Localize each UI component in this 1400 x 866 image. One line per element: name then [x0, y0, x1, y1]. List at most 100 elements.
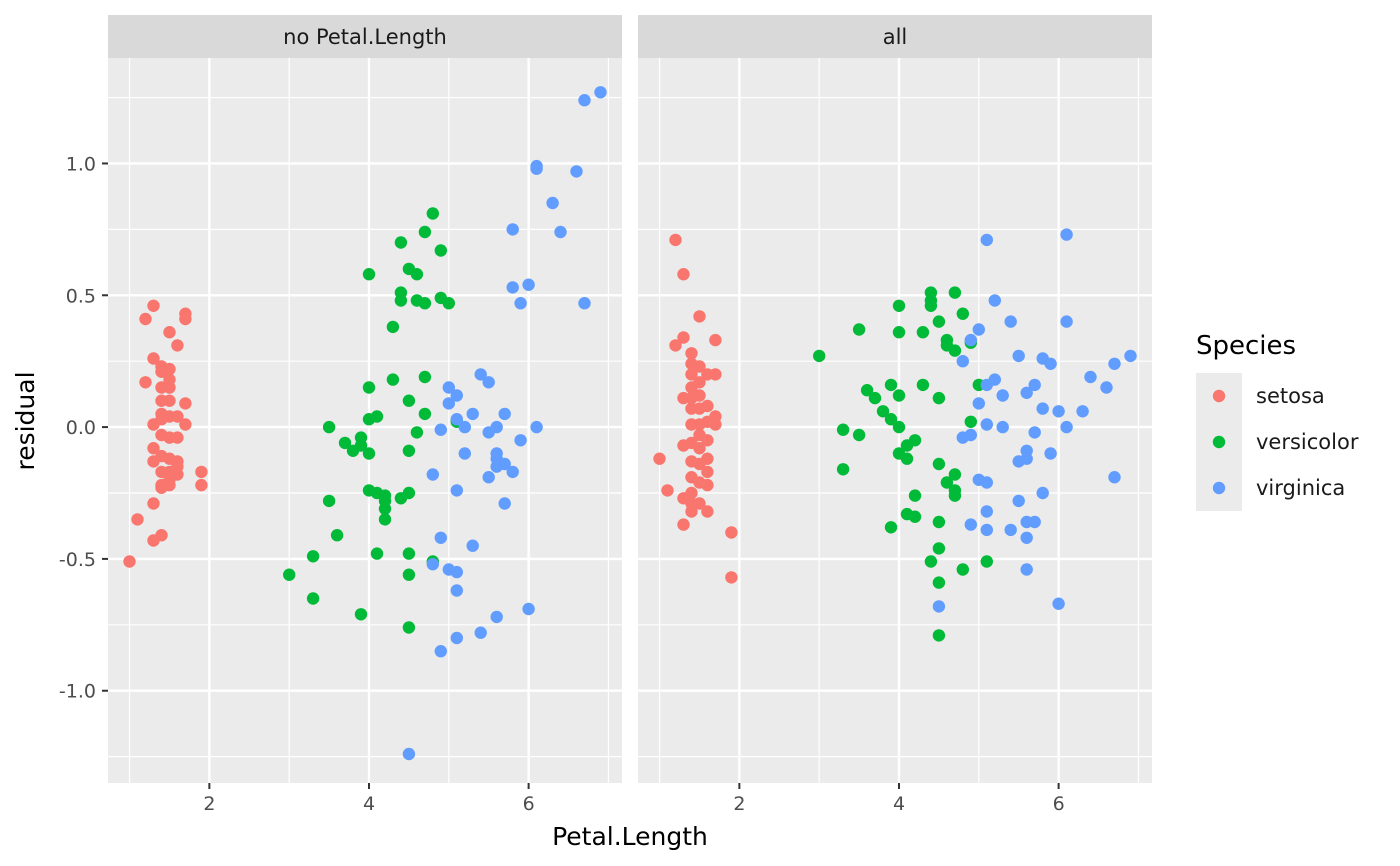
data-point-versicolor: [932, 315, 946, 328]
data-point-versicolor: [892, 420, 906, 434]
data-point-virginica: [434, 423, 447, 436]
data-point-setosa: [147, 352, 160, 365]
data-point-versicolor: [386, 320, 400, 334]
data-point-setosa: [685, 486, 698, 500]
data-point-versicolor: [378, 502, 392, 515]
data-point-setosa: [171, 468, 184, 481]
point-layer: [653, 228, 1137, 642]
data-point-setosa: [701, 465, 714, 479]
data-point-versicolor: [402, 568, 416, 581]
data-point-versicolor: [410, 268, 424, 281]
y-tick-label: -1.0: [59, 681, 96, 703]
data-point-virginica: [988, 373, 1001, 386]
data-point-virginica: [546, 196, 559, 210]
data-point-virginica: [490, 610, 503, 624]
data-point-virginica: [1020, 452, 1033, 465]
data-point-virginica: [474, 368, 487, 381]
data-point-virginica: [1052, 597, 1065, 610]
data-point-setosa: [693, 389, 706, 402]
data-point-setosa: [171, 431, 184, 444]
data-point-setosa: [139, 312, 152, 326]
data-point-virginica: [482, 471, 495, 484]
data-point-versicolor: [948, 344, 962, 357]
data-point-versicolor: [836, 463, 850, 476]
data-point-versicolor: [402, 444, 416, 457]
data-point-versicolor: [868, 391, 882, 405]
data-point-versicolor: [362, 268, 376, 281]
data-point-versicolor: [418, 297, 432, 310]
data-point-setosa: [693, 376, 706, 389]
data-point-virginica: [578, 297, 591, 310]
data-point-setosa: [709, 418, 722, 431]
data-point-versicolor: [932, 542, 946, 555]
data-point-virginica: [450, 631, 463, 645]
data-point-setosa: [147, 442, 160, 455]
data-point-virginica: [450, 389, 463, 402]
data-point-virginica: [1124, 349, 1137, 363]
x-axis-title: Petal.Length: [552, 822, 708, 851]
data-point-setosa: [155, 529, 168, 542]
data-point-virginica: [402, 747, 416, 761]
data-point-setosa: [685, 347, 698, 360]
data-point-virginica: [1020, 531, 1033, 544]
data-point-virginica: [1044, 447, 1057, 460]
data-point-versicolor: [442, 297, 455, 310]
data-point-versicolor: [418, 225, 432, 239]
data-point-versicolor: [964, 415, 977, 428]
data-point-virginica: [1084, 370, 1097, 384]
data-point-versicolor: [900, 452, 914, 465]
data-point-setosa: [171, 339, 184, 352]
data-point-virginica: [434, 531, 447, 544]
data-point-setosa: [123, 555, 136, 568]
legend-title: Species: [1196, 331, 1296, 361]
data-point-virginica: [506, 281, 519, 294]
data-point-versicolor: [410, 426, 424, 439]
data-point-versicolor: [924, 299, 938, 312]
legend-label-versicolor: versicolor: [1256, 430, 1359, 454]
x-tick-label: 2: [203, 793, 215, 815]
data-point-versicolor: [956, 563, 969, 576]
data-point-virginica: [1044, 357, 1057, 370]
data-point-versicolor: [306, 550, 320, 563]
data-point-versicolor: [876, 405, 890, 418]
data-point-setosa: [163, 362, 176, 376]
data-point-virginica: [980, 476, 993, 489]
data-point-virginica: [498, 457, 511, 471]
x-tick-label: 4: [363, 793, 375, 815]
data-point-virginica: [1028, 426, 1041, 439]
data-point-setosa: [669, 233, 682, 247]
legend-entries: setosa versicolor virginica: [1212, 384, 1359, 500]
data-point-virginica: [450, 484, 463, 497]
data-point-versicolor: [402, 394, 416, 407]
data-point-versicolor: [322, 420, 336, 434]
data-point-setosa: [163, 394, 176, 407]
data-point-setosa: [179, 312, 192, 326]
data-point-virginica: [514, 434, 527, 447]
data-point-versicolor: [370, 410, 384, 423]
data-point-versicolor: [860, 384, 874, 397]
data-point-setosa: [163, 381, 176, 394]
data-point-versicolor: [908, 489, 922, 502]
data-point-virginica: [980, 505, 993, 518]
y-tick-label: 1.0: [66, 153, 96, 175]
legend-key-virginica: [1212, 481, 1226, 495]
data-point-versicolor: [394, 236, 408, 249]
facet-strip-background: [108, 15, 622, 58]
y-axis: 1.0 0.5 0.0 -0.5 -1.0: [59, 153, 108, 703]
data-point-versicolor: [948, 468, 962, 481]
data-point-versicolor: [932, 391, 946, 405]
data-point-virginica: [490, 420, 503, 434]
data-point-versicolor: [402, 486, 416, 500]
data-point-versicolor: [932, 457, 946, 471]
data-point-versicolor: [330, 529, 344, 542]
data-point-virginica: [450, 584, 463, 597]
data-point-virginica: [450, 413, 463, 426]
data-point-virginica: [1004, 315, 1017, 328]
facet-strip-label: no Petal.Length: [283, 25, 447, 49]
data-point-versicolor: [418, 407, 432, 421]
data-point-versicolor: [916, 378, 930, 392]
data-point-virginica: [482, 376, 495, 389]
data-point-versicolor: [394, 294, 408, 307]
y-tick-label: 0.5: [66, 285, 96, 307]
data-point-virginica: [466, 539, 479, 552]
